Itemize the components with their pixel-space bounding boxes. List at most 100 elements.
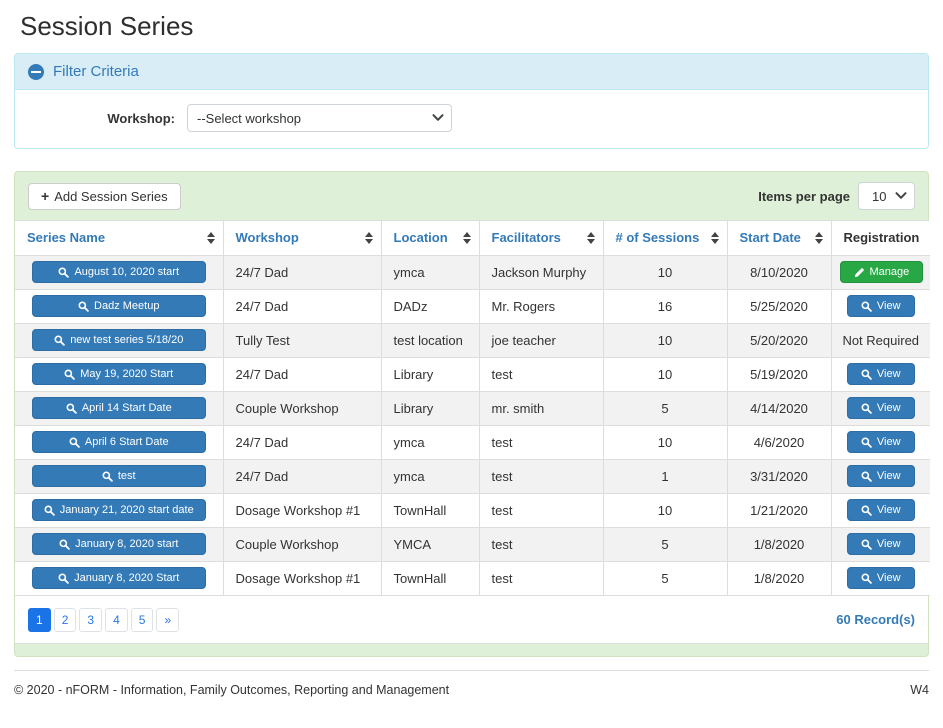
column-header-series-name[interactable]: Series Name xyxy=(15,221,224,256)
cell-start-date: 1/21/2020 xyxy=(727,493,832,528)
footer-version: W4 xyxy=(910,682,929,697)
cell-facilitators: test xyxy=(479,357,604,392)
cell-registration: View xyxy=(831,561,930,596)
series-name-button[interactable]: January 21, 2020 start date xyxy=(32,499,206,521)
view-registration-button[interactable]: View xyxy=(846,295,915,317)
cell-workshop: Tully Test xyxy=(223,323,382,358)
pagination: 1 2 3 4 5» xyxy=(28,607,180,632)
magnifier-icon xyxy=(861,403,872,414)
magnifier-icon xyxy=(69,437,80,448)
items-per-page-select-wrap: 10 xyxy=(858,182,915,210)
cell-workshop: 24/7 Dad xyxy=(223,425,382,460)
cell-start-date: 3/31/2020 xyxy=(727,459,832,494)
session-series-panel: + Add Session Series Items per page 10 xyxy=(14,171,930,657)
pagination-page-1[interactable]: 1 xyxy=(28,607,51,632)
magnifier-icon xyxy=(861,369,872,380)
magnifier-icon xyxy=(64,369,76,380)
filter-panel-header[interactable]: Filter Criteria xyxy=(15,54,928,90)
series-name-label: January 8, 2020 Start xyxy=(74,572,180,584)
column-header-start-date[interactable]: Start Date xyxy=(727,221,832,256)
add-session-series-button[interactable]: + Add Session Series xyxy=(28,182,181,210)
cell-sessions: 10 xyxy=(603,255,728,290)
cell-registration: Not Required xyxy=(831,323,930,358)
pagination-page-5[interactable]: 5 xyxy=(130,607,154,632)
pagination-next-button[interactable]: » xyxy=(156,607,180,632)
cell-facilitators: Mr. Rogers xyxy=(479,289,604,324)
column-header-location[interactable]: Location xyxy=(381,221,480,256)
cell-workshop: 24/7 Dad xyxy=(223,289,382,324)
series-name-button[interactable]: Dadz Meetup xyxy=(32,295,206,317)
cell-start-date: 5/19/2020 xyxy=(727,357,832,392)
series-name-label: test xyxy=(117,470,136,482)
series-name-button[interactable]: August 10, 2020 start xyxy=(32,261,206,283)
cell-location: ymca xyxy=(381,425,480,460)
cell-registration: View xyxy=(831,289,930,324)
cell-series-name: Dadz Meetup xyxy=(15,289,224,324)
cell-workshop: 24/7 Dad xyxy=(223,357,382,392)
series-name-label: May 19, 2020 Start xyxy=(80,368,174,380)
record-count: 60 Record(s) xyxy=(836,612,915,627)
workshop-select[interactable]: --Select workshop xyxy=(187,104,452,132)
magnifier-icon xyxy=(861,471,872,482)
series-name-button[interactable]: April 14 Start Date xyxy=(32,397,206,419)
column-header-facilitators[interactable]: Facilitators xyxy=(479,221,604,256)
column-header-of-sessions[interactable]: # of Sessions xyxy=(603,221,728,256)
series-name-label: new test series 5/18/20 xyxy=(70,334,184,346)
column-label: Workshop xyxy=(235,230,299,246)
cell-workshop: Dosage Workshop #1 xyxy=(223,561,382,596)
view-registration-button[interactable]: View xyxy=(846,397,915,419)
pagination-page-3[interactable]: 3 xyxy=(79,607,103,632)
collapse-minus-circle-icon[interactable] xyxy=(28,63,44,80)
series-name-button[interactable]: April 6 Start Date xyxy=(32,431,206,453)
series-name-button[interactable]: January 8, 2020 start xyxy=(32,533,206,555)
table-row: Dadz Meetup 24/7 Dad DADz Mr. Rogers 16 5/25/… xyxy=(15,289,930,324)
cell-location: Library xyxy=(381,357,480,392)
view-registration-button[interactable]: View xyxy=(846,567,915,589)
items-per-page-select[interactable]: 10 xyxy=(858,182,915,210)
series-name-button[interactable]: May 19, 2020 Start xyxy=(32,363,206,385)
page-container: Session Series Filter Criteria Workshop:… xyxy=(0,11,943,697)
cell-location: test location xyxy=(381,323,480,358)
cell-registration: View xyxy=(831,391,930,426)
cell-location: Library xyxy=(381,391,480,426)
table-row: May 19, 2020 Start 24/7 Dad Library test 10 5… xyxy=(15,357,930,392)
view-button-label: View xyxy=(876,470,901,482)
cell-facilitators: joe teacher xyxy=(479,323,604,358)
cell-location: TownHall xyxy=(381,493,480,528)
magnifier-icon xyxy=(861,505,872,516)
series-name-label: January 21, 2020 start date xyxy=(59,504,194,516)
series-name-button[interactable]: new test series 5/18/20 xyxy=(32,329,206,351)
pagination-page-2[interactable]: 2 xyxy=(53,607,77,632)
cell-workshop: Dosage Workshop #1 xyxy=(223,493,382,528)
footer-divider xyxy=(14,669,929,671)
sort-icon xyxy=(586,231,595,244)
table-row: April 14 Start Date Couple Workshop Librar… xyxy=(15,391,930,426)
manage-registration-button[interactable]: Manage xyxy=(839,261,924,283)
cell-start-date: 5/20/2020 xyxy=(727,323,832,358)
cell-facilitators: test xyxy=(479,527,604,562)
column-header-workshop[interactable]: Workshop xyxy=(223,221,382,256)
cell-start-date: 4/14/2020 xyxy=(727,391,832,426)
footer-copyright: © 2020 - nFORM - Information, Family Out… xyxy=(14,682,450,697)
view-registration-button[interactable]: View xyxy=(846,431,915,453)
series-name-button[interactable]: January 8, 2020 Start xyxy=(32,567,206,589)
column-label: # of Sessions xyxy=(615,230,700,246)
session-series-table-block: Series Name Workshop Location Facilitators #… xyxy=(15,220,930,644)
cell-series-name: January 8, 2020 start xyxy=(15,527,224,562)
cell-workshop: 24/7 Dad xyxy=(223,459,382,494)
cell-registration: View xyxy=(831,357,930,392)
cell-series-name: new test series 5/18/20 xyxy=(15,323,224,358)
cell-sessions: 1 xyxy=(603,459,728,494)
view-button-label: View xyxy=(876,538,901,550)
series-name-label: April 6 Start Date xyxy=(84,436,169,448)
view-button-label: View xyxy=(876,572,901,584)
view-registration-button[interactable]: View xyxy=(846,533,915,555)
view-registration-button[interactable]: View xyxy=(846,363,915,385)
view-registration-button[interactable]: View xyxy=(846,465,915,487)
series-name-button[interactable]: test xyxy=(32,465,206,487)
pagination-page-4[interactable]: 4 xyxy=(105,607,128,632)
magnifier-icon xyxy=(66,403,77,414)
table-row: January 8, 2020 start Couple Workshop YMCA… xyxy=(15,527,930,562)
sort-icon xyxy=(814,231,823,244)
view-registration-button[interactable]: View xyxy=(846,499,915,521)
